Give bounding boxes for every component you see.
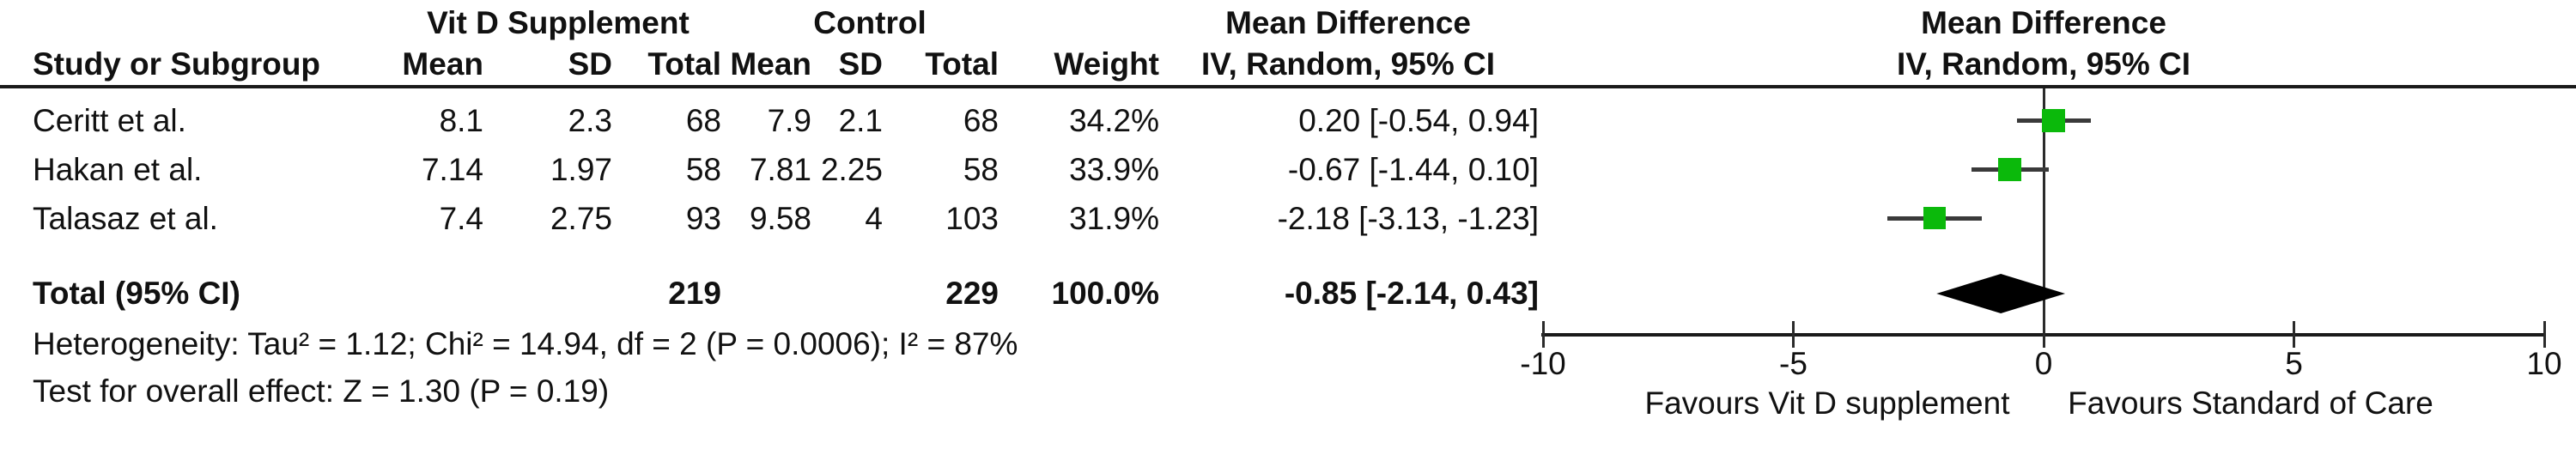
effect-square bbox=[2042, 108, 2066, 132]
study-mean-treatment: 7.14 bbox=[421, 152, 483, 187]
group-header-md-plot: Mean Difference bbox=[1921, 5, 2166, 40]
group-header-control: Control bbox=[813, 5, 927, 40]
col-header-weight: Weight bbox=[1054, 46, 1159, 82]
x-axis-tick-label: 0 bbox=[2034, 346, 2053, 381]
study-ci-text: -2.18 [-3.13, -1.23] bbox=[1277, 201, 1539, 236]
study-mean-control: 7.81 bbox=[749, 152, 811, 187]
x-axis-tick bbox=[1541, 321, 1545, 348]
study-mean-control: 7.9 bbox=[767, 103, 811, 138]
x-axis-tick-label: -10 bbox=[1520, 346, 1566, 381]
x-axis-tick-label: -5 bbox=[1779, 346, 1807, 381]
overall-effect-note: Test for overall effect: Z = 1.30 (P = 0… bbox=[33, 373, 610, 409]
x-axis-tick-label: 10 bbox=[2526, 346, 2562, 381]
study-mean-treatment: 7.4 bbox=[439, 201, 483, 236]
total-row-weight: 100.0% bbox=[1051, 276, 1160, 311]
study-total-control: 68 bbox=[963, 103, 999, 138]
favours-right-label: Favours Standard of Care bbox=[2068, 385, 2433, 421]
x-axis-tick bbox=[2042, 321, 2045, 348]
study-mean-control: 9.58 bbox=[749, 201, 811, 236]
total-row-ci: -0.85 [-2.14, 0.43] bbox=[1284, 276, 1539, 311]
x-axis-tick bbox=[2293, 321, 2295, 348]
total-row-n-control: 229 bbox=[945, 276, 999, 311]
study-name: Ceritt et al. bbox=[33, 103, 186, 138]
col-header-study: Study or Subgroup bbox=[33, 46, 321, 82]
study-ci-text: -0.67 [-1.44, 0.10] bbox=[1287, 152, 1539, 187]
col-header-sd-1: SD bbox=[568, 46, 612, 82]
study-total-control: 103 bbox=[945, 201, 999, 236]
x-axis-tick bbox=[1792, 321, 1795, 348]
study-weight: 33.9% bbox=[1069, 152, 1159, 187]
group-header-md-stats: Mean Difference bbox=[1225, 5, 1471, 40]
effect-square bbox=[1998, 157, 2022, 181]
total-row-label: Total (95% CI) bbox=[33, 276, 240, 311]
col-header-iv-plot: IV, Random, 95% CI bbox=[1896, 46, 2190, 82]
study-total-treatment: 58 bbox=[685, 152, 721, 187]
study-sd-treatment: 2.75 bbox=[550, 201, 612, 236]
study-sd-control: 4 bbox=[865, 201, 883, 236]
study-sd-control: 2.25 bbox=[820, 152, 883, 187]
study-name: Hakan et al. bbox=[33, 152, 203, 187]
total-row-n-treatment: 219 bbox=[668, 276, 721, 311]
study-weight: 34.2% bbox=[1069, 103, 1159, 138]
zero-line bbox=[2042, 88, 2045, 336]
study-total-control: 58 bbox=[963, 152, 999, 187]
study-name: Talasaz et al. bbox=[33, 201, 218, 236]
effect-square bbox=[1923, 207, 1946, 229]
favours-left-label: Favours Vit D supplement bbox=[1644, 385, 2010, 421]
study-sd-control: 2.1 bbox=[838, 103, 883, 138]
col-header-iv-stats: IV, Random, 95% CI bbox=[1200, 46, 1495, 82]
study-total-treatment: 68 bbox=[685, 103, 721, 138]
col-header-total-1: Total bbox=[647, 46, 721, 82]
group-header-treatment: Vit D Supplement bbox=[427, 5, 690, 40]
study-total-treatment: 93 bbox=[685, 201, 721, 236]
header-rule bbox=[0, 85, 2576, 88]
col-header-mean-1: Mean bbox=[402, 46, 483, 82]
study-weight: 31.9% bbox=[1069, 201, 1159, 236]
col-header-total-2: Total bbox=[925, 46, 999, 82]
col-header-mean-2: Mean bbox=[730, 46, 811, 82]
study-sd-treatment: 2.3 bbox=[568, 103, 612, 138]
pooled-diamond bbox=[1936, 274, 2066, 313]
x-axis-tick-label: 5 bbox=[2285, 346, 2303, 381]
heterogeneity-note: Heterogeneity: Tau² = 1.12; Chi² = 14.94… bbox=[33, 326, 1018, 361]
study-sd-treatment: 1.97 bbox=[550, 152, 612, 187]
study-mean-treatment: 8.1 bbox=[439, 103, 483, 138]
x-axis-tick bbox=[2543, 321, 2546, 348]
col-header-sd-2: SD bbox=[838, 46, 883, 82]
study-ci-text: 0.20 [-0.54, 0.94] bbox=[1298, 103, 1539, 138]
